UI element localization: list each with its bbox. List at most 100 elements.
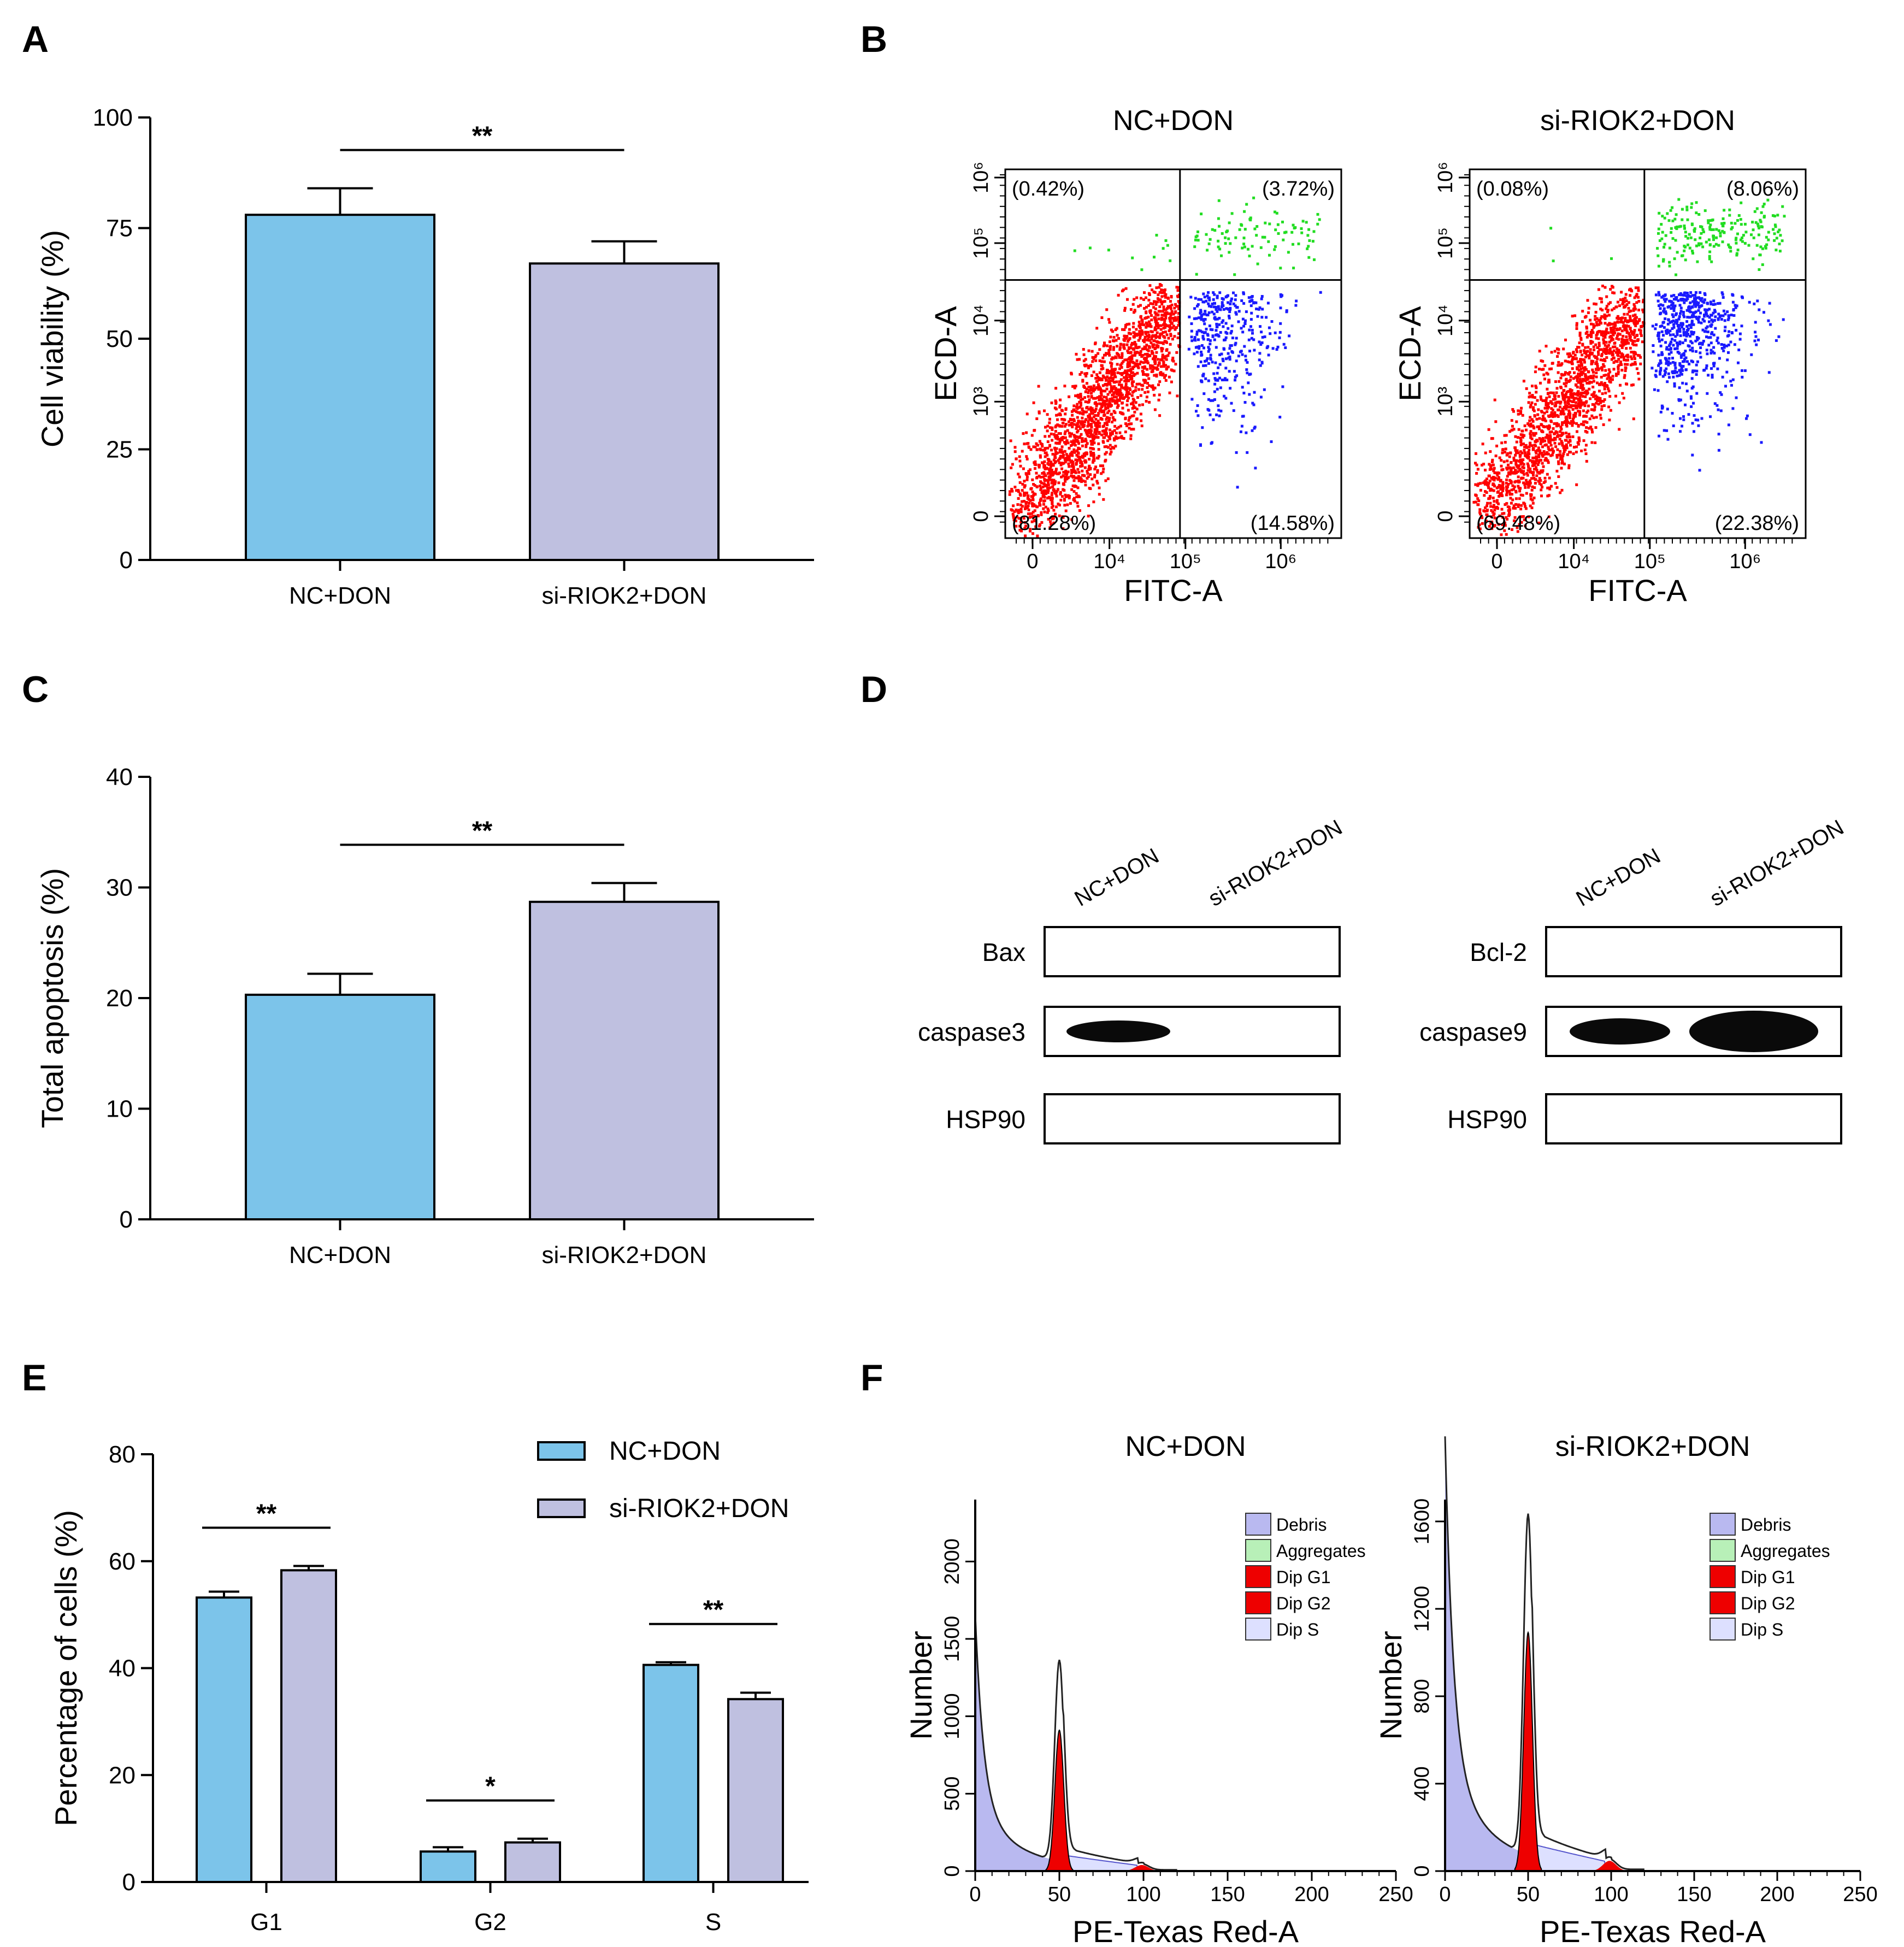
event-point bbox=[1195, 333, 1199, 336]
event-point bbox=[1095, 430, 1099, 433]
event-point bbox=[1025, 475, 1029, 479]
event-point bbox=[1709, 300, 1712, 304]
event-point bbox=[1116, 392, 1119, 395]
event-point bbox=[1673, 362, 1677, 365]
event-point bbox=[1695, 201, 1698, 204]
event-point bbox=[1706, 309, 1709, 312]
event-point bbox=[1483, 494, 1486, 497]
event-point bbox=[1115, 432, 1118, 435]
event-point bbox=[1600, 348, 1603, 351]
event-point bbox=[1561, 459, 1564, 462]
event-point bbox=[1585, 411, 1588, 414]
event-point bbox=[1705, 349, 1708, 352]
event-point bbox=[1228, 358, 1231, 361]
event-point bbox=[1218, 247, 1222, 251]
event-point bbox=[1135, 359, 1139, 362]
event-point bbox=[1706, 331, 1710, 333]
event-point bbox=[1673, 217, 1677, 221]
event-point bbox=[1590, 428, 1594, 431]
event-point bbox=[1615, 327, 1618, 331]
event-point bbox=[1635, 322, 1638, 325]
event-point bbox=[1539, 479, 1542, 482]
event-point bbox=[1677, 198, 1681, 201]
event-point bbox=[1042, 494, 1046, 497]
event-point bbox=[1074, 438, 1077, 441]
event-point bbox=[1136, 396, 1139, 399]
event-point bbox=[1612, 356, 1616, 359]
event-point bbox=[1063, 477, 1066, 480]
event-point bbox=[1125, 358, 1128, 362]
event-point bbox=[1675, 341, 1678, 345]
event-point bbox=[1078, 447, 1081, 450]
event-point bbox=[1211, 334, 1215, 338]
event-point bbox=[1757, 338, 1760, 341]
event-point bbox=[1529, 416, 1532, 419]
event-point bbox=[1150, 370, 1153, 373]
event-point bbox=[1125, 323, 1129, 326]
event-point bbox=[1224, 296, 1228, 299]
event-point bbox=[1592, 380, 1595, 383]
event-point bbox=[1679, 312, 1682, 315]
event-point bbox=[1128, 416, 1131, 420]
event-point bbox=[1585, 459, 1588, 463]
event-point bbox=[1708, 308, 1711, 311]
event-point bbox=[1518, 523, 1521, 526]
event-point bbox=[1022, 467, 1025, 470]
event-point bbox=[1155, 375, 1158, 378]
event-point bbox=[1127, 419, 1130, 422]
event-point bbox=[1501, 512, 1504, 515]
event-point bbox=[1572, 452, 1575, 455]
event-point bbox=[1095, 380, 1099, 383]
event-point bbox=[1240, 327, 1243, 330]
event-point bbox=[1050, 402, 1053, 404]
event-point bbox=[1048, 496, 1051, 499]
event-point bbox=[1559, 376, 1563, 380]
event-point bbox=[1735, 329, 1738, 332]
event-point bbox=[1530, 506, 1534, 510]
event-point bbox=[1652, 350, 1655, 353]
event-point bbox=[1219, 409, 1223, 412]
event-point bbox=[1474, 483, 1477, 486]
event-point bbox=[1116, 406, 1119, 409]
event-point bbox=[1558, 405, 1561, 409]
event-point bbox=[1593, 391, 1596, 394]
event-point bbox=[1712, 228, 1715, 231]
event-point bbox=[1079, 465, 1082, 468]
event-point bbox=[1072, 404, 1076, 408]
event-point bbox=[1153, 326, 1157, 329]
event-point bbox=[1113, 371, 1116, 375]
event-point bbox=[1697, 244, 1701, 247]
event-point bbox=[1683, 315, 1686, 318]
event-point bbox=[1033, 520, 1036, 523]
event-point bbox=[1537, 408, 1540, 411]
event-point bbox=[1516, 464, 1519, 467]
event-point bbox=[1567, 413, 1570, 416]
event-point bbox=[1266, 302, 1270, 305]
event-point bbox=[1618, 304, 1621, 308]
event-point bbox=[1605, 304, 1608, 308]
event-point bbox=[1075, 485, 1078, 488]
event-point bbox=[1050, 461, 1052, 464]
event-point bbox=[1662, 258, 1665, 261]
event-point bbox=[1042, 503, 1045, 506]
event-point bbox=[1071, 461, 1075, 464]
event-point bbox=[1575, 348, 1578, 351]
event-point bbox=[1106, 371, 1109, 374]
event-point bbox=[1060, 418, 1064, 421]
event-point bbox=[1601, 309, 1604, 312]
event-point bbox=[1634, 308, 1637, 311]
event-point bbox=[1591, 323, 1595, 326]
event-point bbox=[1056, 438, 1059, 441]
event-point bbox=[1682, 331, 1685, 334]
event-point bbox=[1586, 299, 1589, 302]
event-point bbox=[1613, 345, 1617, 349]
quadrant-ul: (0.42%) bbox=[1012, 178, 1084, 200]
event-point bbox=[1098, 486, 1101, 489]
event-point bbox=[1162, 372, 1165, 375]
event-point bbox=[1672, 326, 1676, 329]
event-point bbox=[1135, 363, 1138, 366]
event-point bbox=[1206, 314, 1210, 317]
event-point bbox=[1756, 222, 1759, 226]
event-point bbox=[1519, 493, 1523, 497]
